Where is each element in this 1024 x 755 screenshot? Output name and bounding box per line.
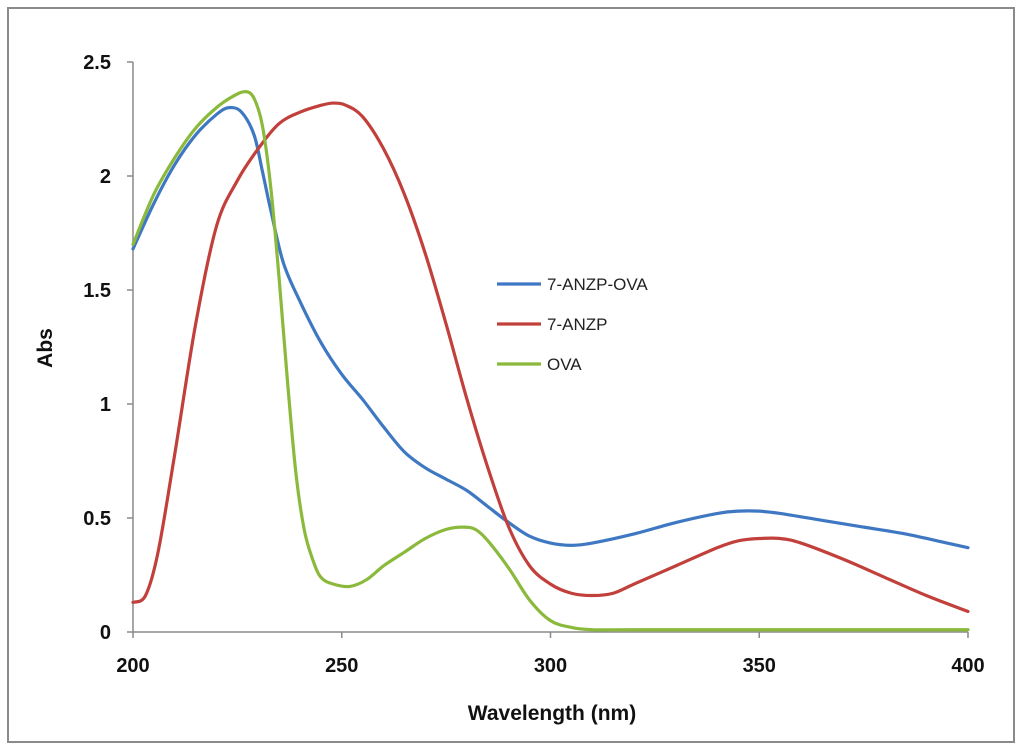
- series-7-anzp-ova: [131, 105, 970, 550]
- y-tick-label: 0.5: [83, 508, 111, 530]
- y-tick-label: 1.5: [83, 280, 111, 302]
- x-tick-label: 200: [116, 655, 149, 677]
- legend-label: 7-ANZP-OVA: [547, 275, 648, 294]
- y-tick-label: 1: [100, 394, 111, 416]
- y-axis-title: Abs: [34, 328, 57, 368]
- chart-frame: [7, 7, 1015, 743]
- legend-label: OVA: [547, 355, 582, 374]
- legend: 7-ANZP-OVA 7-ANZP OVA: [497, 275, 648, 374]
- series-7-anzp: [131, 101, 970, 614]
- x-tick-label: 300: [534, 655, 567, 677]
- series-line-7-anzp-ova: [131, 105, 970, 550]
- x-tick-label: 350: [743, 655, 776, 677]
- x-tick-label: 250: [325, 655, 358, 677]
- y-ticks: 0 0.5 1 1.5 2 2.5: [83, 52, 133, 644]
- y-tick-label: 2: [100, 166, 111, 188]
- y-tick-label: 2.5: [83, 52, 111, 74]
- series-line-ova: [131, 90, 970, 632]
- x-tick-label: 400: [951, 655, 984, 677]
- series-line-7-anzp: [131, 101, 970, 614]
- y-tick-label: 0: [100, 622, 111, 644]
- legend-label: 7-ANZP: [547, 315, 607, 334]
- series-ova: [131, 90, 970, 632]
- x-axis-title: Wavelength (nm): [468, 702, 636, 725]
- x-ticks: 200 250 300 350 400: [116, 632, 985, 677]
- series-layer: [131, 90, 970, 632]
